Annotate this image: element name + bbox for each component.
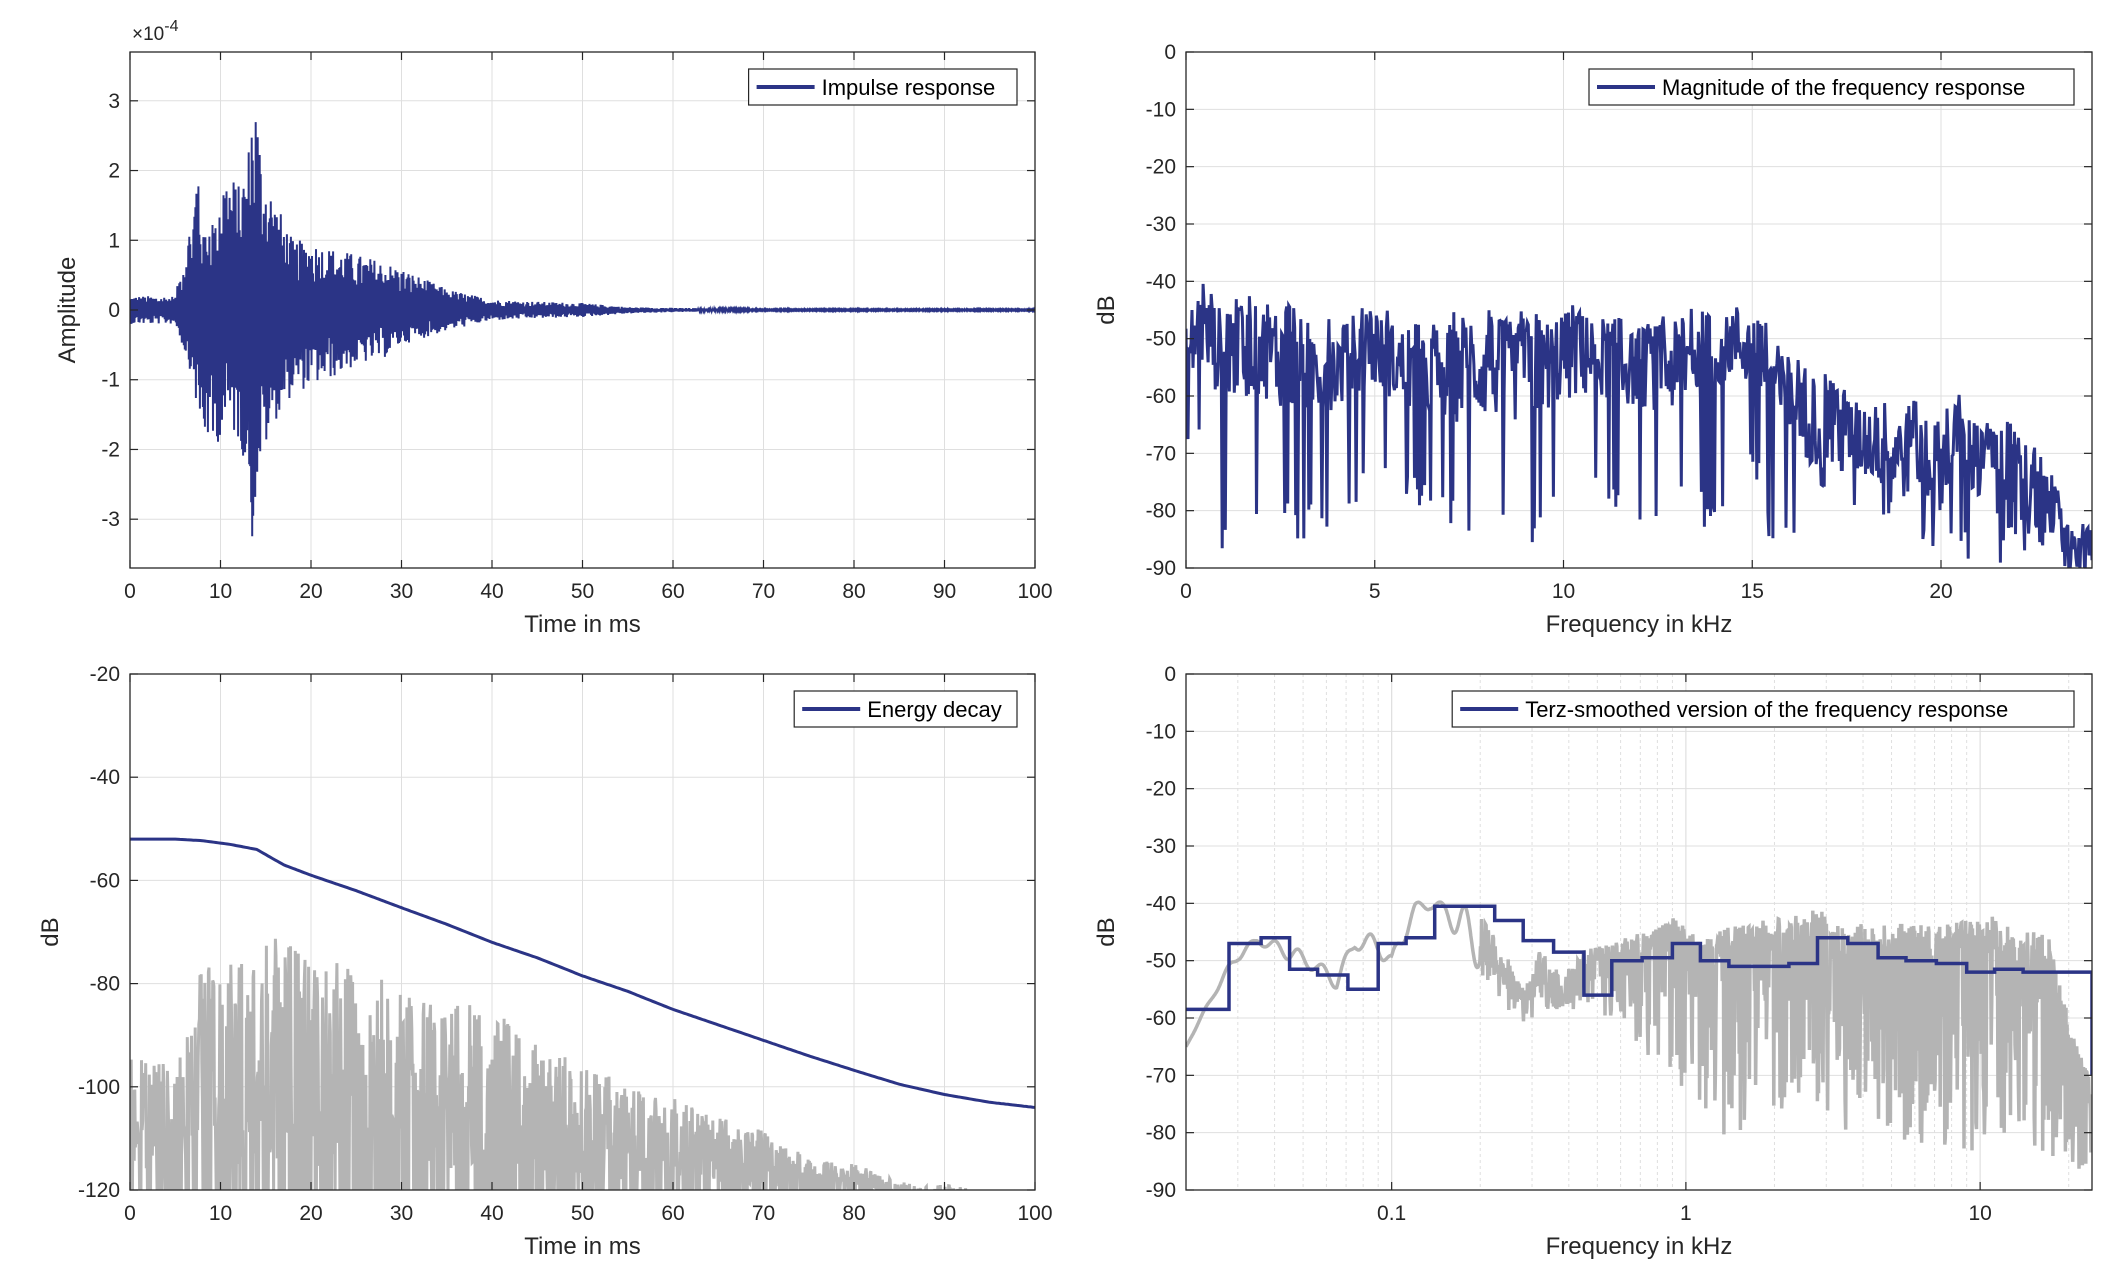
y-tick-label: 2 [108, 160, 120, 183]
exponent-base: ×10 [132, 24, 164, 45]
x-tick-label: 30 [390, 1202, 413, 1225]
y-tick-label: -70 [1146, 442, 1176, 465]
series-magnitude [1186, 283, 2092, 568]
x-axis-label: Frequency in kHz [1546, 611, 1733, 638]
y-tick-label: -80 [1146, 1122, 1176, 1145]
y-tick-label: -40 [1146, 892, 1176, 915]
legend: Terz-smoothed version of the frequency r… [1451, 690, 2075, 728]
series-unsmoothed [1186, 900, 2092, 1169]
y-tick-label: -50 [1146, 328, 1176, 351]
panel-magnitude: 0 5 10 15 20 0 -10 -20 -30 -40 -50 -60 -70 -80 -90 Freq… [1093, 41, 2093, 638]
y-tick-label: -30 [1146, 835, 1176, 858]
y-tick-label: -10 [1146, 720, 1176, 743]
x-tick-label: 90 [933, 1202, 956, 1225]
y-axis-label: dB [1093, 295, 1120, 324]
series-energy-decay [130, 837, 1035, 1109]
x-tick-label: 30 [390, 580, 413, 603]
series-energy-raw [130, 938, 1015, 1190]
legend: Impulse response [747, 68, 1018, 106]
x-tick-label: 10 [1552, 580, 1575, 603]
y-tick-label: -20 [90, 663, 120, 686]
x-tick-label: 70 [752, 580, 775, 603]
x-axis-label: Time in ms [524, 1233, 640, 1260]
y-tick-label: -70 [1146, 1064, 1176, 1087]
panel-terz: 0.1 1 10 0 -10 -20 -30 -40 -50 -60 -70 -80 -90 Freque… [1093, 663, 2093, 1260]
y-tick-label: -40 [1146, 270, 1176, 293]
x-tick-label: 20 [299, 1202, 322, 1225]
y-tick-label: -90 [1146, 557, 1176, 580]
x-tick-label: 100 [1017, 580, 1052, 603]
legend-label: Terz-smoothed version of the frequency r… [1525, 697, 2008, 722]
y-tick-label: -60 [90, 869, 120, 892]
legend: Energy decay [793, 690, 1018, 728]
y-tick-label: 0 [1164, 663, 1176, 686]
y-tick-label: -10 [1146, 98, 1176, 121]
y-tick-label: -60 [1146, 1007, 1176, 1030]
y-tick-label: 0 [108, 299, 120, 322]
x-tick-label: 10 [1968, 1202, 1991, 1225]
y-tick-label: -80 [1146, 500, 1176, 523]
y-tick-label: -1 [101, 369, 120, 392]
x-tick-label: 40 [480, 580, 503, 603]
x-axis-label: Frequency in kHz [1546, 1233, 1733, 1260]
y-tick-label: 0 [1164, 41, 1176, 64]
x-tick-label: 80 [842, 1202, 865, 1225]
y-tick-label: 1 [108, 229, 120, 252]
legend-box [1451, 690, 2075, 728]
x-tick-label: 90 [933, 580, 956, 603]
legend-label: Energy decay [867, 697, 1002, 722]
y-tick-label: -100 [78, 1076, 120, 1099]
x-tick-label: 5 [1369, 580, 1381, 603]
legend-label: Impulse response [822, 75, 996, 100]
panel-impulse: 0 10 20 30 40 50 60 70 80 90 100 -3 -2 -1 0 1 2 3 Time in … [54, 18, 1053, 638]
y-tick-label: -30 [1146, 213, 1176, 236]
y-tick-label: -2 [101, 438, 120, 461]
y-exponent-label: ×10-4 [132, 18, 179, 45]
legend: Magnitude of the frequency response [1588, 68, 2075, 106]
series-impulse-response [130, 122, 1035, 537]
x-tick-label: 0.1 [1377, 1202, 1406, 1225]
x-tick-label: 40 [480, 1202, 503, 1225]
y-axis-label: dB [37, 917, 64, 946]
x-tick-label: 20 [299, 580, 322, 603]
x-tick-label: 50 [571, 580, 594, 603]
series-terz-smoothed [1186, 904, 2092, 1076]
y-tick-label: -120 [78, 1179, 120, 1202]
x-tick-label: 20 [1929, 580, 1952, 603]
y-axis-label: Amplitude [54, 257, 81, 364]
legend-label: Magnitude of the frequency response [1662, 75, 2025, 100]
x-tick-label: 10 [209, 580, 232, 603]
y-tick-label: -60 [1146, 385, 1176, 408]
y-axis-label: dB [1093, 917, 1120, 946]
y-tick-label: 3 [108, 90, 120, 113]
x-tick-label: 0 [124, 580, 136, 603]
axes-box [1185, 51, 2093, 569]
x-tick-label: 60 [661, 1202, 684, 1225]
x-tick-label: 100 [1017, 1202, 1052, 1225]
x-tick-label: 1 [1680, 1202, 1692, 1225]
x-tick-label: 0 [124, 1202, 136, 1225]
x-tick-label: 10 [209, 1202, 232, 1225]
y-tick-label: -50 [1146, 950, 1176, 973]
exponent-power: -4 [164, 18, 178, 35]
y-tick-label: -90 [1146, 1179, 1176, 1202]
panel-energy: 0 10 20 30 40 50 60 70 80 90 100 -20 -40 -60 -80 -100 -1… [37, 663, 1053, 1260]
x-axis-label: Time in ms [524, 611, 640, 638]
y-tick-label: -80 [90, 973, 120, 996]
x-tick-label: 0 [1180, 580, 1192, 603]
x-tick-label: 50 [571, 1202, 594, 1225]
axes-box [1185, 673, 2093, 1191]
x-tick-label: 15 [1741, 580, 1764, 603]
y-tick-label: -3 [101, 508, 120, 531]
legend-box [1588, 68, 2075, 106]
x-tick-label: 80 [842, 580, 865, 603]
y-tick-label: -20 [1146, 156, 1176, 179]
y-tick-label: -40 [90, 766, 120, 789]
x-tick-label: 60 [661, 580, 684, 603]
x-tick-label: 70 [752, 1202, 775, 1225]
y-tick-label: -20 [1146, 778, 1176, 801]
